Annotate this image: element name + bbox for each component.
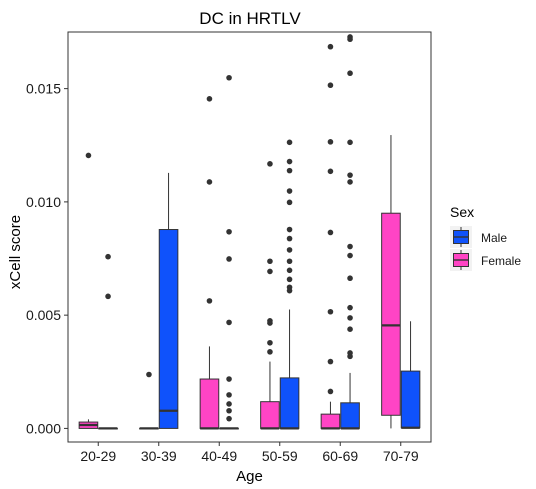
outlier-point — [347, 315, 353, 321]
x-axis-title: Age — [236, 468, 263, 485]
box-male-30-39 — [158, 172, 179, 429]
outlier-point — [146, 371, 152, 378]
outlier-point — [267, 268, 273, 275]
outlier-point — [327, 43, 334, 50]
outlier-point — [267, 161, 273, 167]
box-male-60-69 — [340, 34, 360, 430]
outlier-point — [327, 358, 334, 365]
outlier-point — [267, 258, 273, 265]
y-tick-label: 0.010 — [26, 194, 61, 210]
outlier-point — [347, 36, 353, 43]
box-body — [320, 413, 341, 429]
box-male-70-79 — [400, 321, 421, 429]
box-body — [279, 377, 300, 429]
y-tick-label: 0.015 — [26, 81, 61, 97]
box-female-70-79 — [381, 135, 401, 429]
box-male-50-59 — [279, 139, 300, 430]
legend-item-female: Female — [450, 249, 521, 271]
outlier-point — [286, 158, 293, 165]
outlier-point — [226, 256, 232, 262]
plot-layer — [78, 34, 421, 430]
outlier-point — [286, 167, 293, 174]
outlier-point — [286, 247, 293, 253]
outlier-point — [286, 267, 293, 274]
legend: Sex Male Female — [450, 204, 521, 271]
y-axis: 0.000 0.005 0.010 0.015 — [26, 81, 68, 436]
x-tick-label: 30-39 — [141, 448, 177, 464]
outlier-point — [327, 139, 334, 145]
outlier-point — [206, 298, 213, 304]
outlier-point — [226, 74, 232, 81]
box-male-20-29 — [98, 253, 118, 430]
outlier-point — [286, 199, 293, 206]
outlier-point — [85, 152, 92, 159]
outlier-point — [286, 188, 293, 194]
box-female-50-59 — [260, 161, 280, 430]
outlier-point — [347, 353, 353, 360]
legend-label: Female — [481, 254, 521, 268]
box-male-40-49 — [219, 74, 239, 430]
outlier-point — [327, 82, 334, 89]
outlier-point — [347, 172, 353, 178]
outlier-point — [286, 139, 293, 146]
outlier-point — [226, 376, 232, 382]
outlier-point — [206, 96, 213, 102]
y-tick-label: 0.000 — [26, 420, 61, 436]
x-tick-label: 60-69 — [322, 448, 358, 464]
box-body — [381, 212, 401, 416]
legend-title: Sex — [450, 204, 474, 220]
outlier-point — [226, 228, 232, 235]
outlier-point — [286, 287, 293, 294]
legend-keys: Male Female — [450, 226, 521, 271]
outlier-point — [327, 308, 334, 315]
outlier-point — [286, 276, 293, 283]
box-female-20-29 — [78, 152, 99, 429]
outlier-point — [347, 326, 353, 332]
box-body — [199, 378, 220, 429]
outlier-point — [347, 252, 353, 259]
outlier-point — [347, 179, 353, 185]
x-tick-label: 40-49 — [201, 448, 237, 464]
chart-title: DC in HRTLV — [199, 9, 301, 28]
box-female-40-49 — [199, 96, 220, 430]
y-tick-label: 0.005 — [26, 307, 61, 323]
outlier-point — [226, 319, 232, 326]
outlier-point — [327, 388, 334, 395]
outlier-point — [105, 293, 111, 300]
box-body — [158, 229, 179, 429]
y-axis-title: xCell score — [7, 215, 24, 289]
outlier-point — [347, 243, 353, 250]
x-tick-label: 50-59 — [262, 448, 298, 464]
outlier-point — [226, 392, 232, 398]
plot-panel — [67, 31, 432, 443]
outlier-point — [347, 275, 353, 282]
x-tick-label: 70-79 — [383, 448, 419, 464]
outlier-point — [226, 401, 232, 407]
box-body — [260, 401, 280, 429]
legend-label: Male — [481, 231, 507, 245]
legend-item-male: Male — [450, 226, 507, 248]
x-tick-label: 20-29 — [80, 448, 116, 464]
outlier-point — [286, 258, 293, 265]
outlier-point — [267, 349, 273, 355]
outlier-point — [347, 304, 353, 311]
outlier-point — [286, 235, 293, 242]
outlier-point — [286, 226, 293, 233]
outlier-point — [327, 229, 334, 236]
box-body — [400, 370, 421, 429]
box-body — [340, 402, 360, 429]
x-axis: 20-29 30-39 40-49 50-59 60-69 70-79 — [80, 442, 419, 464]
outlier-point — [327, 168, 334, 175]
box-female-60-69 — [320, 43, 341, 430]
box-female-30-39 — [139, 371, 159, 430]
outlier-point — [347, 70, 353, 77]
outlier-point — [267, 339, 273, 346]
outlier-point — [226, 415, 232, 422]
outlier-point — [267, 320, 273, 326]
outlier-point — [347, 139, 353, 146]
outlier-point — [206, 179, 213, 185]
outlier-point — [105, 253, 111, 260]
outlier-point — [226, 407, 232, 414]
